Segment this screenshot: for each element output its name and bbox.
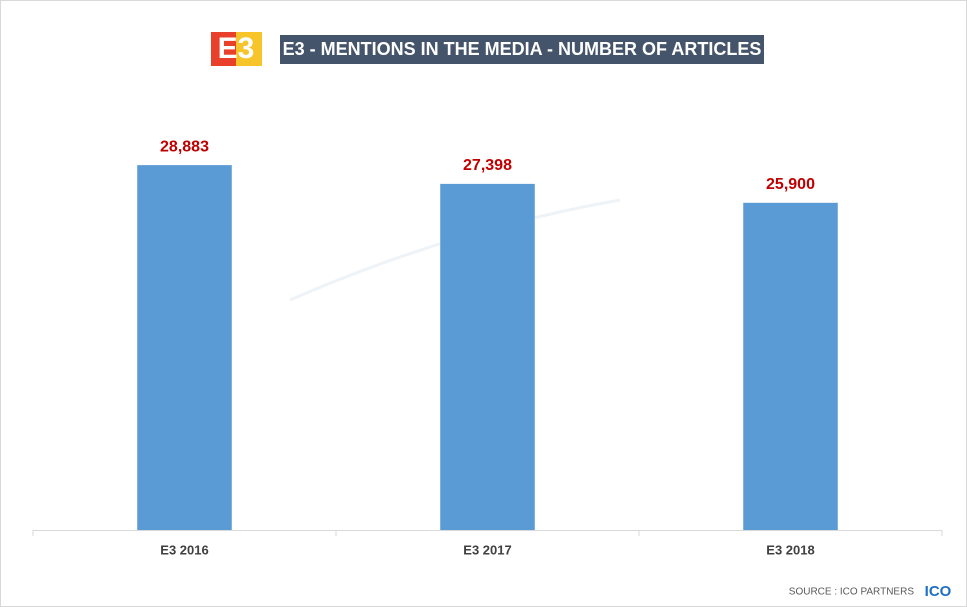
value-label: 28,883 bbox=[160, 138, 209, 155]
x-tick-label: E3 2016 bbox=[160, 542, 208, 557]
logo-e-block bbox=[211, 32, 239, 66]
source-logo: ICO bbox=[925, 583, 952, 600]
value-label: 27,398 bbox=[463, 157, 512, 174]
x-tick-label: E3 2017 bbox=[463, 542, 511, 557]
value-label: 25,900 bbox=[766, 176, 815, 193]
chart-title: E3 - MENTIONS IN THE MEDIA - NUMBER OF A… bbox=[283, 39, 762, 59]
title-box bbox=[280, 35, 764, 64]
bar bbox=[440, 183, 535, 530]
source: SOURCE : ICO PARTNERS bbox=[789, 587, 915, 598]
bar bbox=[137, 165, 232, 530]
x-tick-label: E3 2018 bbox=[766, 542, 814, 557]
logo-3-block bbox=[236, 32, 262, 66]
logo: E3 bbox=[218, 32, 255, 65]
bar bbox=[743, 202, 838, 530]
